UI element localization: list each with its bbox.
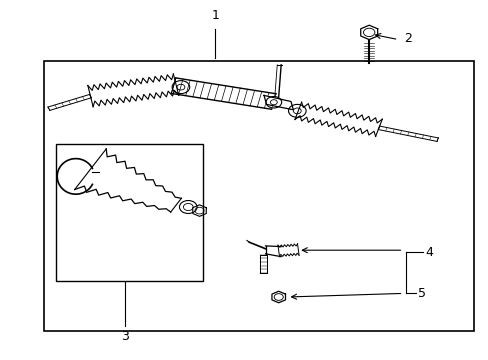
Polygon shape <box>264 95 293 110</box>
Bar <box>56 144 203 281</box>
Text: 3: 3 <box>121 330 128 343</box>
Text: 1: 1 <box>211 9 219 22</box>
Bar <box>44 61 473 331</box>
Text: 4: 4 <box>425 246 432 258</box>
Text: 2: 2 <box>404 32 411 45</box>
Text: 5: 5 <box>417 287 425 300</box>
